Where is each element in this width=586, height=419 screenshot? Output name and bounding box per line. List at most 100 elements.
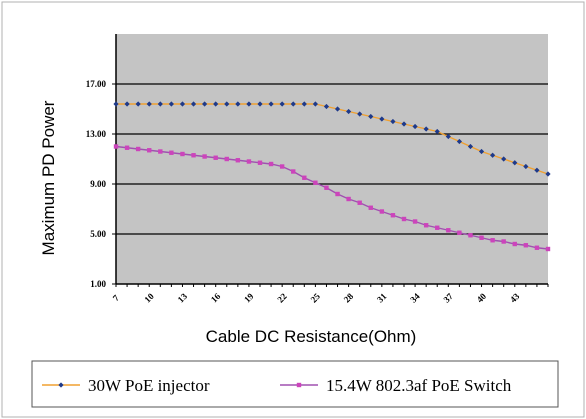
data-point xyxy=(346,108,352,115)
data-point xyxy=(180,151,185,157)
data-point xyxy=(257,101,263,107)
data-point xyxy=(324,185,329,190)
data-point xyxy=(456,138,462,145)
data-point xyxy=(412,123,418,130)
data-point xyxy=(401,121,407,127)
axes xyxy=(112,34,549,287)
legend-box xyxy=(31,360,559,408)
data-point xyxy=(501,156,507,162)
data-point xyxy=(313,180,318,185)
y-axis-title: Maximum PD Power xyxy=(39,100,58,255)
data-point xyxy=(334,106,341,112)
data-point xyxy=(423,126,429,132)
data-point xyxy=(379,209,385,214)
y-tick-label: 9.00 xyxy=(90,179,106,189)
data-point xyxy=(412,219,418,224)
data-point xyxy=(190,101,197,107)
data-point xyxy=(157,101,163,107)
data-point xyxy=(523,243,529,248)
data-point xyxy=(202,154,207,159)
data-point xyxy=(368,205,373,210)
data-point xyxy=(135,101,141,107)
data-point xyxy=(478,148,485,155)
data-point xyxy=(268,101,274,107)
data-point xyxy=(534,245,540,250)
data-point xyxy=(191,153,196,158)
y-tick-label: 1.00 xyxy=(90,279,106,289)
data-point xyxy=(302,175,307,180)
data-point xyxy=(490,152,496,158)
series-line xyxy=(116,103,549,175)
data-point xyxy=(246,101,252,107)
data-point xyxy=(257,160,263,165)
data-point xyxy=(457,230,462,235)
data-point xyxy=(467,143,474,150)
data-point xyxy=(135,146,141,152)
data-series xyxy=(113,101,551,252)
data-point xyxy=(523,163,529,170)
data-point xyxy=(545,246,551,252)
data-point xyxy=(279,101,285,107)
data-point xyxy=(113,101,119,107)
data-point xyxy=(146,101,152,107)
data-point xyxy=(224,101,230,107)
data-point xyxy=(235,158,241,163)
data-point xyxy=(446,228,451,233)
data-point xyxy=(291,169,296,174)
data-point xyxy=(401,216,407,222)
data-point xyxy=(246,159,252,164)
data-point xyxy=(501,239,506,244)
series-line xyxy=(115,145,549,250)
data-point xyxy=(490,238,495,243)
data-point xyxy=(434,128,440,135)
series-2 xyxy=(113,144,551,252)
data-point xyxy=(512,241,517,247)
data-point xyxy=(290,101,296,107)
x-tick-label: 7 xyxy=(111,292,122,303)
data-point xyxy=(346,196,351,202)
legend-marker-2 xyxy=(296,382,302,388)
data-point xyxy=(279,164,285,169)
data-point xyxy=(435,225,440,230)
data-point xyxy=(268,161,274,167)
data-point xyxy=(202,101,208,107)
data-point xyxy=(357,111,363,117)
data-point xyxy=(169,150,174,155)
data-point xyxy=(379,116,385,122)
x-axis-title: Cable DC Resistance(Ohm) xyxy=(206,327,417,346)
data-point xyxy=(213,155,218,160)
data-point xyxy=(479,235,484,240)
y-tick-label: 5.00 xyxy=(90,229,106,239)
series-1 xyxy=(113,101,551,177)
data-point xyxy=(445,133,451,140)
data-point xyxy=(312,101,318,107)
data-point xyxy=(390,213,396,218)
y-tick-labels: 1.00 5.00 9.00 13.00 17.00 xyxy=(86,79,107,289)
data-point xyxy=(158,149,163,154)
data-point xyxy=(168,101,174,107)
data-point xyxy=(357,200,362,205)
data-point xyxy=(323,103,330,110)
data-point xyxy=(335,191,340,197)
data-point xyxy=(124,101,130,107)
data-point xyxy=(390,118,396,125)
y-tick-label: 13.00 xyxy=(86,129,107,139)
data-point xyxy=(423,223,429,228)
data-point xyxy=(113,144,119,149)
data-point xyxy=(545,171,551,177)
legend-label-2: 15.4W 802.3af PoE Switch xyxy=(326,376,512,395)
plot-area xyxy=(116,34,548,284)
data-point xyxy=(468,233,473,238)
data-point xyxy=(213,101,219,107)
data-point xyxy=(534,167,540,173)
data-point xyxy=(124,145,130,150)
legend: 30W PoE injector 15.4W 802.3af PoE Switch xyxy=(42,376,512,395)
gridlines xyxy=(116,83,548,235)
data-point xyxy=(147,148,152,153)
y-tick-label: 17.00 xyxy=(86,79,107,89)
data-point xyxy=(179,101,186,107)
data-point xyxy=(368,113,374,120)
data-point xyxy=(224,156,229,162)
data-point xyxy=(235,101,241,107)
